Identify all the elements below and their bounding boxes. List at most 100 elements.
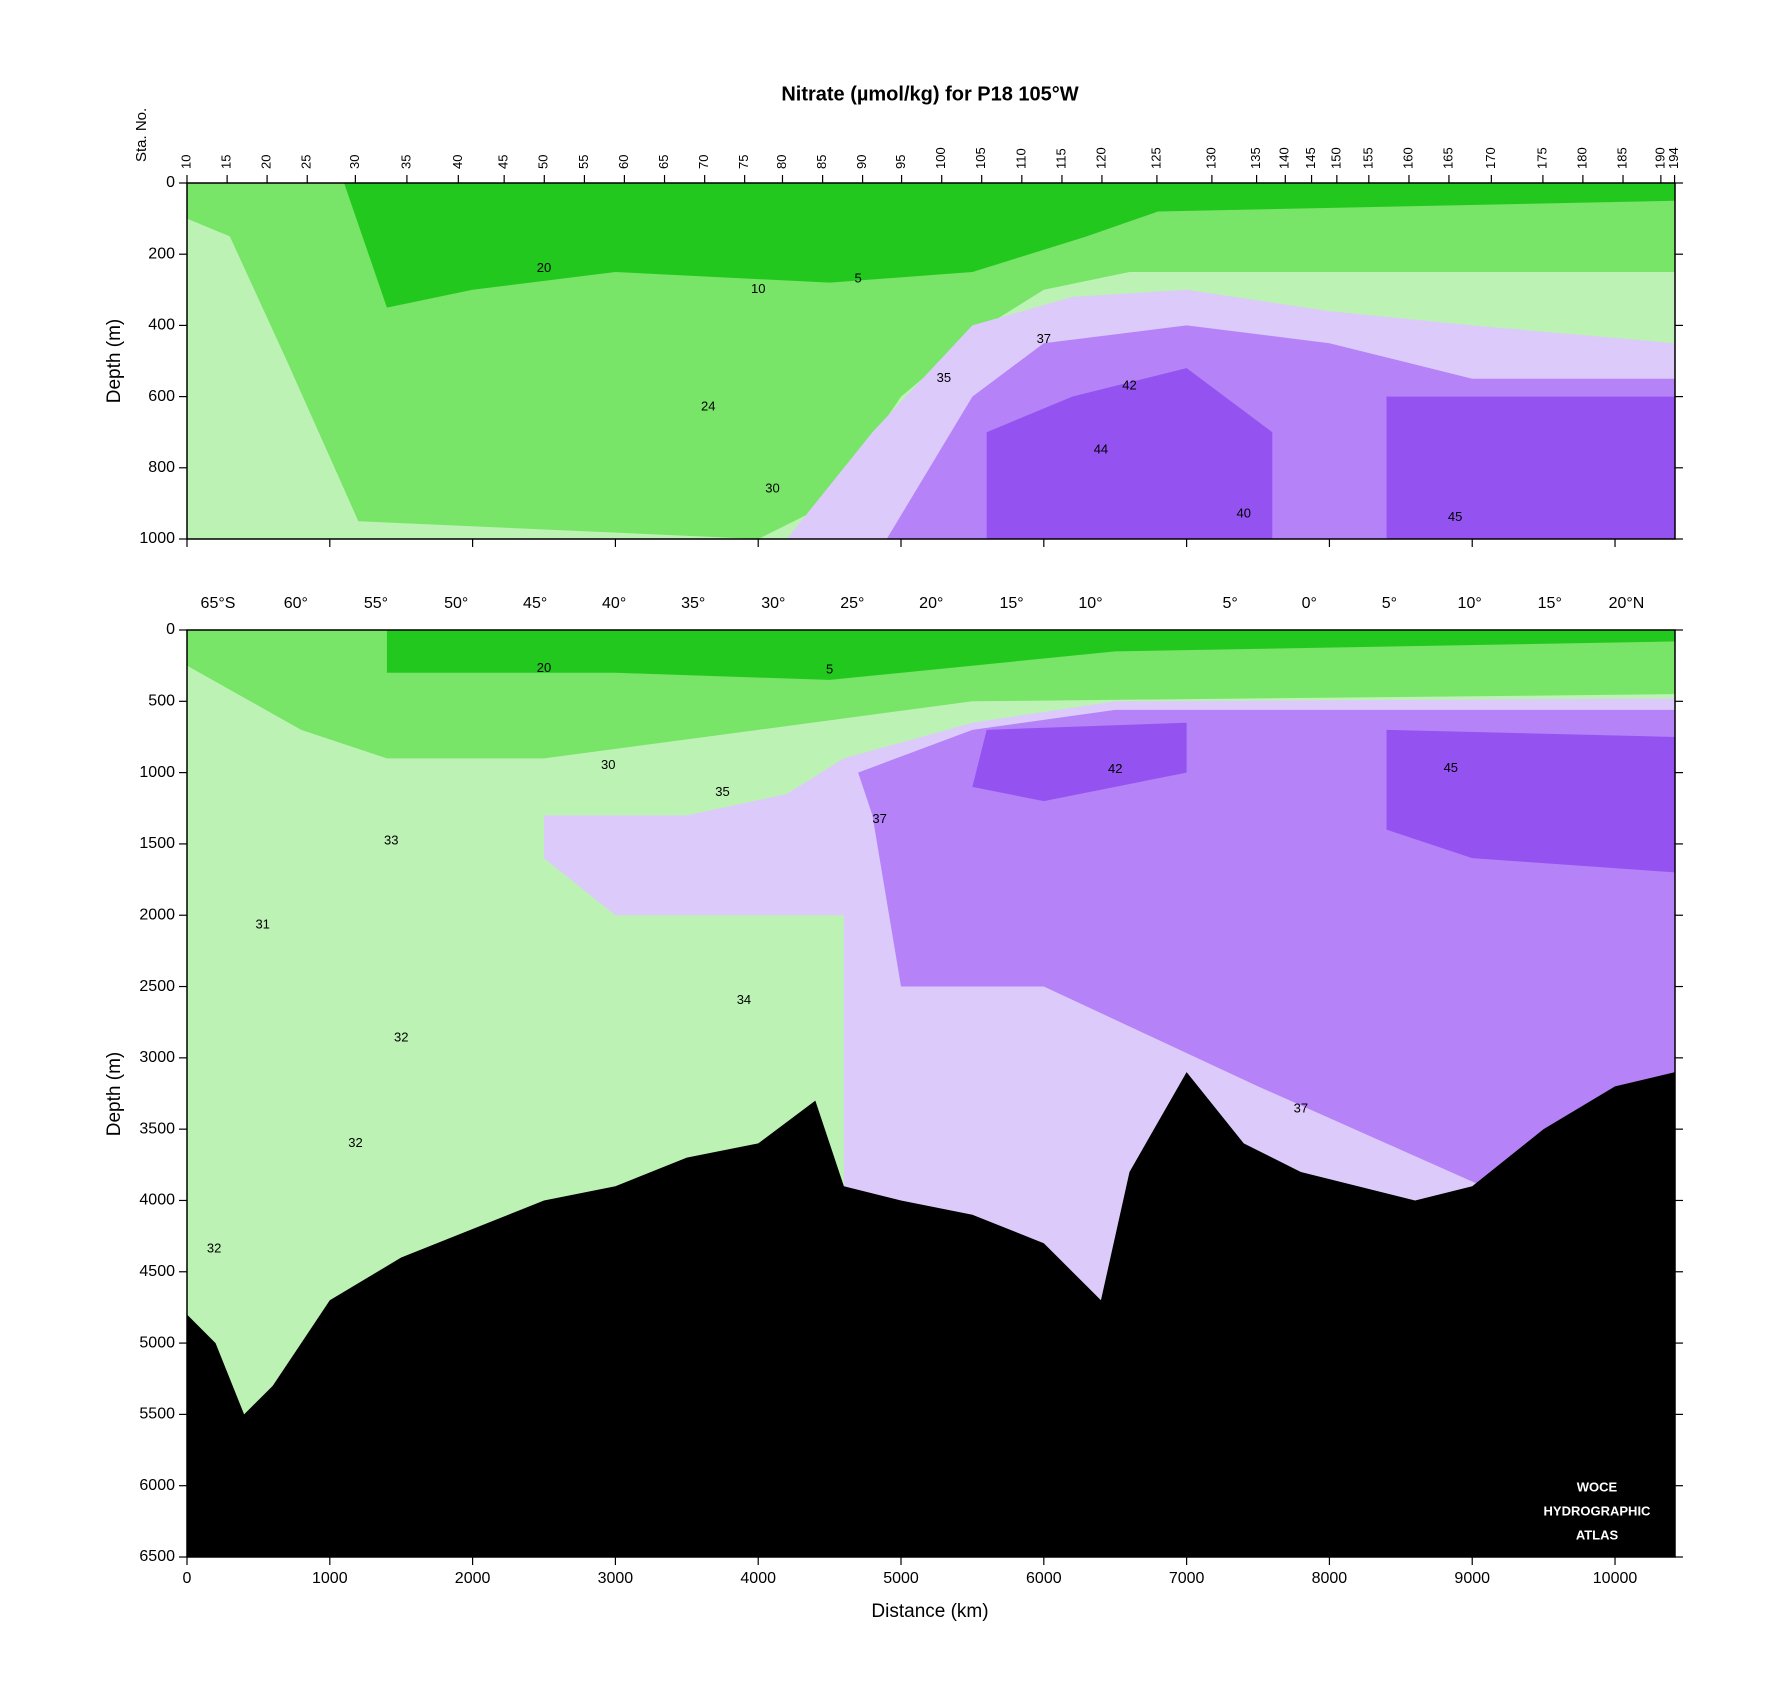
y-tick-label: 800 <box>148 459 175 476</box>
latitude-label: 20°N <box>1609 595 1645 612</box>
station-label: 55 <box>576 155 591 169</box>
station-label: 120 <box>1093 147 1108 169</box>
x-tick-label: 7000 <box>1169 1570 1205 1587</box>
station-label: 50 <box>536 155 551 169</box>
latitude-label: 10° <box>1078 595 1102 612</box>
station-label: 10 <box>178 155 193 169</box>
y-tick-label: 600 <box>148 388 175 405</box>
contour-label: 30 <box>601 757 615 772</box>
contour-label: 33 <box>384 833 398 848</box>
x-tick-label: 8000 <box>1312 1570 1348 1587</box>
x-tick-label: 2000 <box>455 1570 491 1587</box>
station-label: 85 <box>814 155 829 169</box>
latitude-label: 10° <box>1458 595 1482 612</box>
bathymetry <box>187 1072 1675 1557</box>
y-tick-label: 5500 <box>139 1406 175 1423</box>
y-tick-label: 3000 <box>139 1049 175 1066</box>
station-label: 140 <box>1277 147 1292 169</box>
station-label: 25 <box>299 155 314 169</box>
latitude-label: 55° <box>364 595 388 612</box>
station-label: 160 <box>1400 147 1415 169</box>
contour-label: 10 <box>751 281 765 296</box>
y-tick-label: 3500 <box>139 1120 175 1137</box>
chart-title: Nitrate (µmol/kg) for P18 105°W <box>781 83 1078 105</box>
station-label: 130 <box>1203 147 1218 169</box>
contour-label: 37 <box>872 811 886 826</box>
station-label: 170 <box>1483 147 1498 169</box>
y-tick-label: 0 <box>166 174 175 191</box>
station-label: 115 <box>1053 148 1068 169</box>
y-tick-label: 4500 <box>139 1263 175 1280</box>
contour-label: 5 <box>826 661 833 676</box>
contour-label: 20 <box>537 260 551 275</box>
x-tick-label: 5000 <box>883 1570 919 1587</box>
watermark: HYDROGRAPHIC <box>1544 1503 1652 1518</box>
contour-label: 45 <box>1448 509 1462 524</box>
y-tick-label: 4000 <box>139 1192 175 1209</box>
latitude-label: 15° <box>1538 595 1562 612</box>
station-label: 150 <box>1328 147 1343 169</box>
station-label: 100 <box>933 147 948 169</box>
station-label: 125 <box>1148 147 1163 169</box>
latitude-label: 65°S <box>201 595 236 612</box>
y-tick-label: 6000 <box>139 1477 175 1494</box>
y-tick-label: 0 <box>166 621 175 638</box>
contour-label: 32 <box>207 1240 221 1255</box>
station-label: 70 <box>696 155 711 169</box>
latitude-label: 35° <box>681 595 705 612</box>
contour-label: 31 <box>255 917 269 932</box>
contour-label: 30 <box>765 481 779 496</box>
y-tick-label: 1000 <box>139 764 175 781</box>
station-label: 80 <box>774 155 789 169</box>
station-label: 110 <box>1013 148 1028 169</box>
x-tick-label: 10000 <box>1593 1570 1638 1587</box>
station-label: 95 <box>893 155 908 169</box>
panel-frame <box>186 182 1676 540</box>
contour-label: 44 <box>1094 441 1108 456</box>
latitude-label: 40° <box>602 595 626 612</box>
latitude-label: 5° <box>1382 595 1397 612</box>
station-label: 15 <box>219 155 234 169</box>
station-label: 60 <box>616 155 631 169</box>
y-axis-label: Depth (m) <box>104 319 125 403</box>
y-tick-label: 1000 <box>139 530 175 547</box>
station-label: 180 <box>1574 147 1589 169</box>
contour-label: 5 <box>855 271 862 286</box>
watermark: WOCE <box>1577 1479 1618 1494</box>
contour-label: 37 <box>1037 331 1051 346</box>
latitude-label: 5° <box>1223 595 1238 612</box>
latitude-label: 60° <box>284 595 308 612</box>
latitude-label: 45° <box>523 595 547 612</box>
x-tick-label: 6000 <box>1026 1570 1062 1587</box>
station-label: 135 <box>1248 147 1263 169</box>
latitude-label: 20° <box>919 595 943 612</box>
station-label: 30 <box>347 155 362 169</box>
station-label: 40 <box>450 155 465 169</box>
station-label: 175 <box>1534 147 1549 169</box>
x-tick-label: 1000 <box>312 1570 348 1587</box>
station-label: 75 <box>736 155 751 169</box>
contour-label: 42 <box>1108 761 1122 776</box>
x-tick-label: 9000 <box>1454 1570 1490 1587</box>
y-tick-label: 1500 <box>139 835 175 852</box>
section-fill-top <box>187 183 1675 539</box>
station-label: 65 <box>656 155 671 169</box>
contour-label: 40 <box>1237 506 1251 521</box>
latitude-label: 25° <box>840 595 864 612</box>
y-tick-label: 5000 <box>139 1334 175 1351</box>
y-tick-label: 500 <box>148 693 175 710</box>
y-axis-label: Depth (m) <box>104 1052 125 1136</box>
x-axis-label: Distance (km) <box>871 1601 988 1622</box>
contour-label: 24 <box>701 399 715 414</box>
station-label: 155 <box>1360 147 1375 169</box>
station-label: 90 <box>854 155 869 169</box>
contour-label: 34 <box>737 992 751 1007</box>
station-label: 35 <box>398 155 413 169</box>
latitude-label: 30° <box>761 595 785 612</box>
station-label: 194 <box>1666 147 1681 169</box>
y-tick-label: 2000 <box>139 906 175 923</box>
latitude-label: 15° <box>999 595 1023 612</box>
station-label: 165 <box>1440 147 1455 169</box>
watermark: ATLAS <box>1576 1527 1619 1542</box>
